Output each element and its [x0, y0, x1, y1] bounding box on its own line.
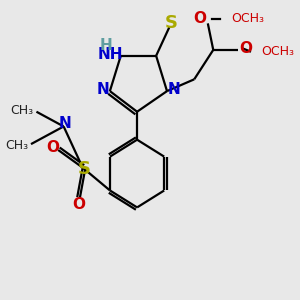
Text: CH₃: CH₃	[5, 139, 28, 152]
Text: N: N	[58, 116, 71, 131]
Text: O: O	[72, 197, 85, 212]
Text: S: S	[77, 160, 91, 178]
Text: NH: NH	[97, 47, 123, 62]
Text: S: S	[165, 14, 178, 32]
Text: O: O	[46, 140, 59, 154]
Text: O: O	[193, 11, 206, 26]
Text: N: N	[167, 82, 180, 97]
Text: O: O	[239, 41, 252, 56]
Text: H: H	[99, 38, 112, 53]
Text: CH₃: CH₃	[11, 104, 34, 117]
Text: N: N	[97, 82, 110, 97]
Text: OCH₃: OCH₃	[261, 45, 294, 58]
Text: OCH₃: OCH₃	[231, 13, 264, 26]
